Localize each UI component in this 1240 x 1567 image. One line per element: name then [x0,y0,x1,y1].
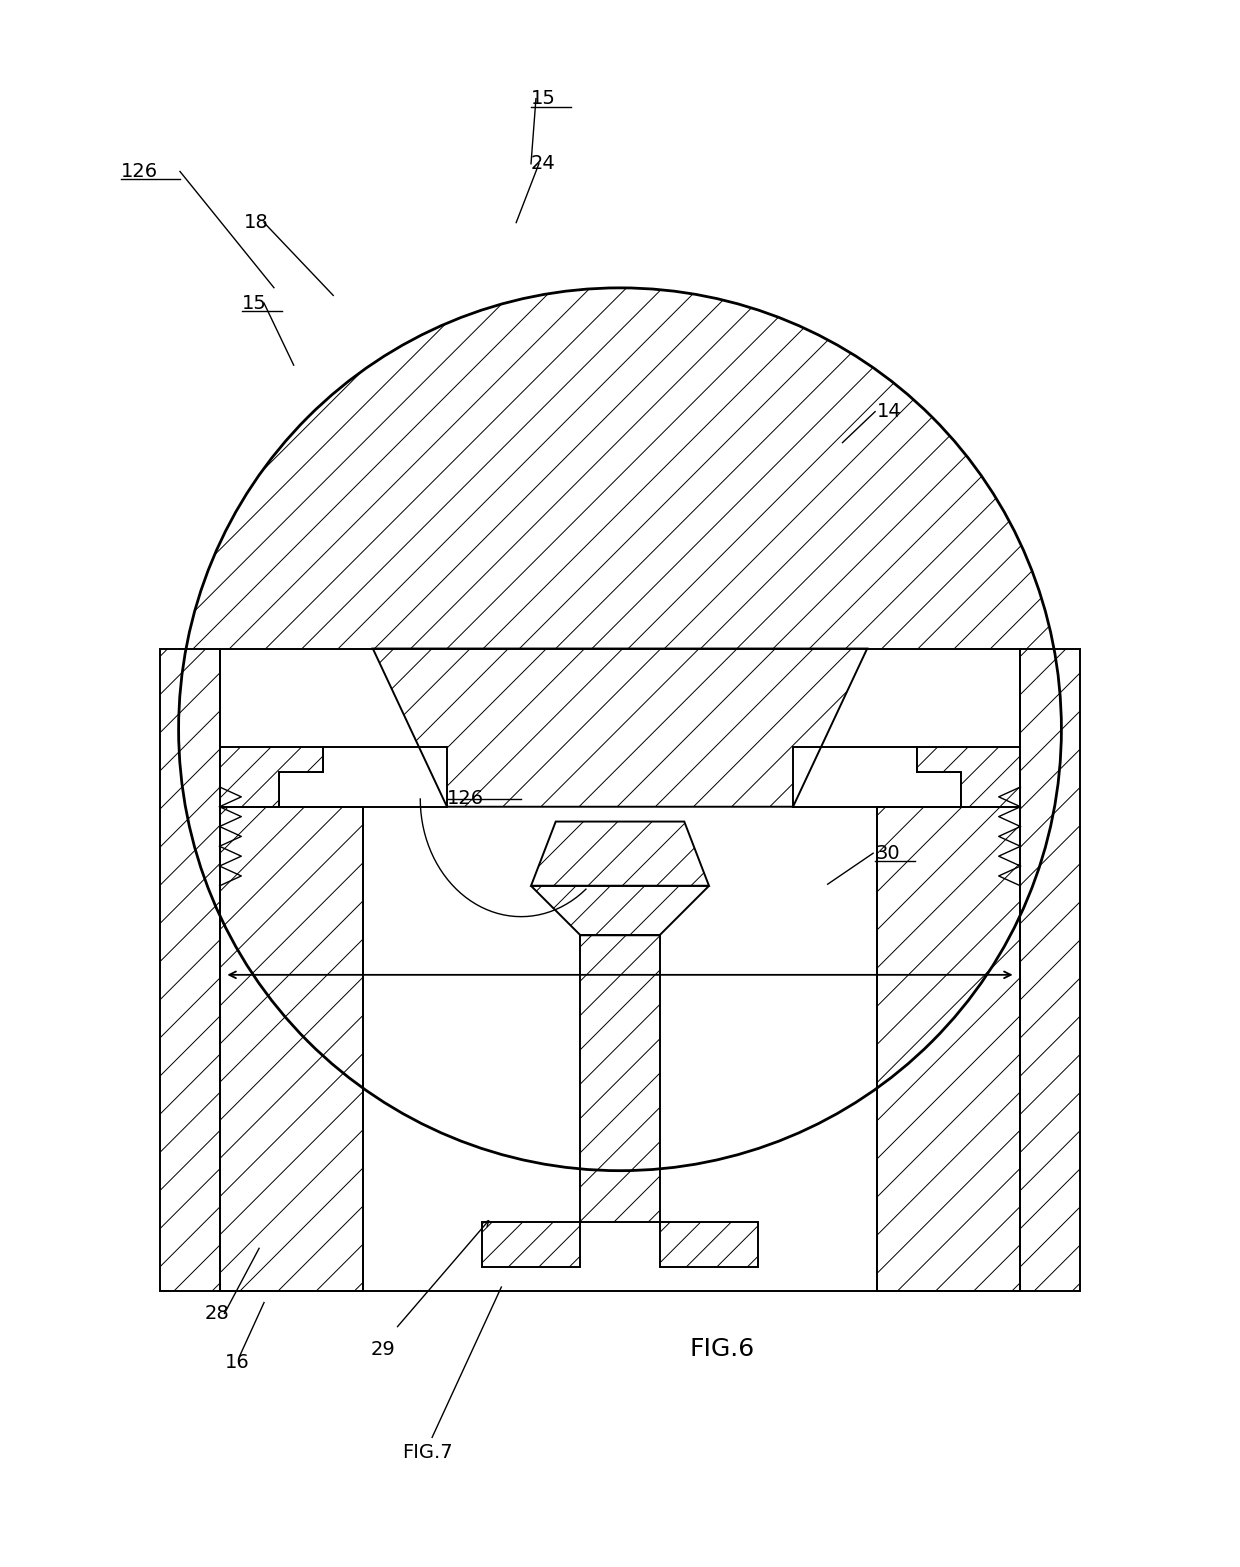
Text: 18: 18 [244,213,269,232]
Polygon shape [219,747,324,807]
Polygon shape [279,747,446,807]
Polygon shape [481,1266,759,1291]
Polygon shape [531,885,709,935]
Text: 15: 15 [531,89,556,108]
Polygon shape [219,649,1021,1291]
Text: 15: 15 [242,293,267,313]
Text: 126: 126 [446,790,484,809]
Text: 16: 16 [224,1354,249,1373]
Polygon shape [531,821,709,885]
Polygon shape [160,649,219,1291]
Text: 29: 29 [371,1340,396,1359]
Polygon shape [363,807,580,1291]
Polygon shape [794,747,961,807]
Polygon shape [1021,649,1080,1291]
Text: FIG.7: FIG.7 [403,1443,453,1462]
Polygon shape [660,1222,759,1266]
Text: FIG.6: FIG.6 [689,1337,754,1362]
Polygon shape [481,1222,580,1266]
Polygon shape [660,807,877,1291]
Polygon shape [877,807,1021,1291]
Polygon shape [580,935,660,1222]
Text: 126: 126 [120,161,157,180]
Polygon shape [580,1222,660,1291]
Polygon shape [363,807,877,1291]
Text: 30: 30 [875,843,900,863]
Text: 14: 14 [877,403,901,422]
Polygon shape [373,649,867,807]
Polygon shape [916,747,1021,807]
Text: 28: 28 [205,1304,229,1323]
Polygon shape [179,288,1061,1171]
Text: 24: 24 [531,154,556,174]
Polygon shape [219,807,363,1291]
